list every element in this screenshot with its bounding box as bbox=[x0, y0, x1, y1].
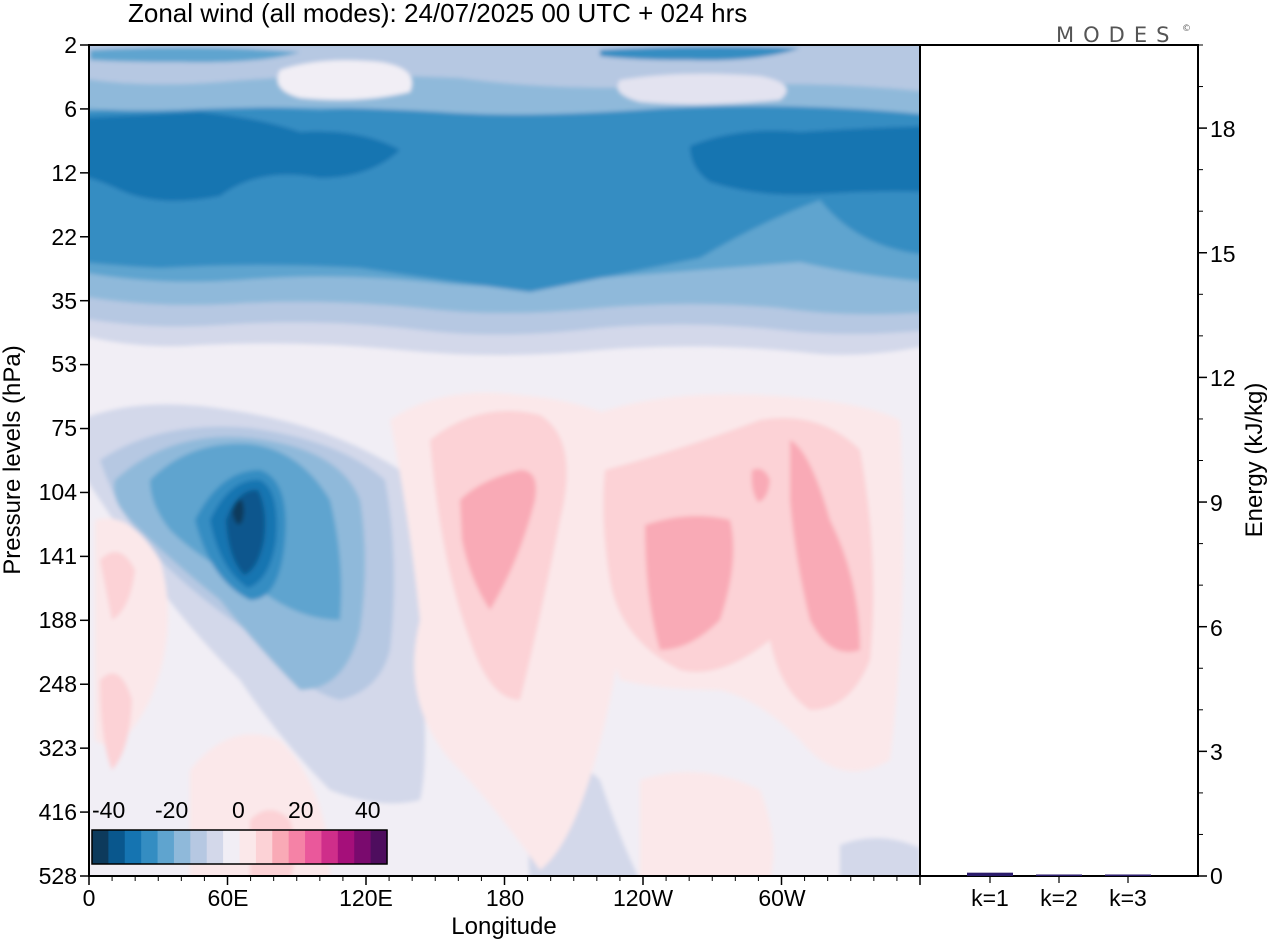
colorbar-tick: 0 bbox=[232, 797, 245, 823]
colorbar-swatch bbox=[255, 830, 273, 864]
y-tick-labels: 2 6 12 22 35 53 75 104 141 188 248 323 4… bbox=[39, 32, 78, 889]
energy-y-tick-label: 12 bbox=[1210, 365, 1236, 391]
colorbar-swatch bbox=[321, 830, 339, 864]
energy-y-tick-label: 3 bbox=[1210, 739, 1223, 765]
y-tick-label: 141 bbox=[39, 543, 77, 569]
x-tick-label: 120W bbox=[613, 885, 673, 911]
colorbar-tick: 40 bbox=[355, 797, 381, 823]
y-tick-label: 53 bbox=[51, 351, 77, 377]
colorbar-swatch bbox=[337, 830, 355, 864]
colorbar-tick: -40 bbox=[92, 797, 125, 823]
y-tick-label: 2 bbox=[64, 32, 77, 58]
colorbar-swatch bbox=[223, 830, 241, 864]
chart-title: Zonal wind (all modes): 24/07/2025 00 UT… bbox=[128, 0, 747, 28]
energy-bar bbox=[1105, 874, 1151, 876]
y-tick-label: 12 bbox=[51, 160, 77, 186]
colorbar-swatch bbox=[206, 830, 224, 864]
colorbar-swatch bbox=[239, 830, 257, 864]
energy-bars bbox=[967, 872, 1151, 876]
colorbar bbox=[91, 829, 388, 865]
x-axis-label: Longitude bbox=[451, 913, 556, 940]
y-tick-label: 75 bbox=[51, 415, 77, 441]
x-tick-label: 60W bbox=[758, 885, 806, 911]
colorbar-swatch bbox=[173, 830, 191, 864]
energy-y-tick-label: 15 bbox=[1210, 241, 1236, 267]
colorbar-swatch bbox=[92, 830, 109, 864]
y-tick-label: 528 bbox=[39, 863, 77, 889]
colorbar-swatch bbox=[370, 830, 388, 864]
energy-bar bbox=[1036, 874, 1082, 876]
energy-y-tick-label: 6 bbox=[1210, 615, 1223, 641]
colorbar-swatch bbox=[124, 830, 142, 864]
y-tick-label: 104 bbox=[39, 479, 78, 505]
colorbar-swatch bbox=[190, 830, 208, 864]
x-tick-label: 60E bbox=[208, 885, 249, 911]
energy-category-label: k=1 bbox=[971, 885, 1009, 911]
y-tick-label: 188 bbox=[39, 607, 77, 633]
x-tick-label: 180 bbox=[486, 885, 524, 911]
colorbar-swatch bbox=[288, 830, 306, 864]
svg-text:©: © bbox=[1182, 24, 1191, 34]
x-tick-label: 0 bbox=[83, 885, 96, 911]
modes-logo: MODES © bbox=[1056, 23, 1191, 47]
energy-bar bbox=[967, 872, 1013, 876]
colorbar-swatch bbox=[157, 830, 175, 864]
colorbar-swatch bbox=[108, 830, 126, 864]
y-tick-label: 323 bbox=[39, 735, 77, 761]
colorbar-frame bbox=[91, 829, 388, 865]
energy-category-labels: k=1 k=2 k=3 bbox=[971, 885, 1147, 911]
y-axis-label: Pressure levels (hPa) bbox=[0, 345, 26, 574]
right-plot-frame bbox=[919, 44, 1199, 877]
energy-axis-label: Energy (kJ/kg) bbox=[1241, 383, 1268, 538]
x-tick-label: 120E bbox=[339, 885, 393, 911]
y-tick-label: 248 bbox=[39, 671, 77, 697]
colorbar-tick: -20 bbox=[155, 797, 188, 823]
y-tick-label: 6 bbox=[64, 96, 77, 122]
energy-category-label: k=2 bbox=[1040, 885, 1078, 911]
energy-y-tick-label: 0 bbox=[1210, 863, 1223, 889]
y-tick-label: 35 bbox=[51, 288, 77, 314]
energy-category-label: k=3 bbox=[1109, 885, 1147, 911]
axis-ticks bbox=[80, 44, 1207, 885]
wind-field bbox=[89, 45, 920, 876]
colorbar-swatch bbox=[272, 830, 290, 864]
x-tick-labels: 0 60E 120E 180 120W 60W bbox=[83, 885, 806, 911]
energy-y-tick-labels: 0 3 6 9 12 15 18 bbox=[1210, 116, 1236, 889]
colorbar-swatch bbox=[354, 830, 372, 864]
colorbar-swatch bbox=[141, 830, 159, 864]
colorbar-tick: 20 bbox=[288, 797, 314, 823]
y-tick-label: 22 bbox=[51, 224, 77, 250]
y-tick-label: 416 bbox=[39, 799, 77, 825]
colorbar-swatch bbox=[305, 830, 323, 864]
energy-y-tick-label: 9 bbox=[1210, 490, 1223, 516]
energy-y-tick-label: 18 bbox=[1210, 116, 1236, 142]
colorbar-ticks: -40 -20 0 20 40 bbox=[92, 797, 381, 823]
svg-text:MODES: MODES bbox=[1056, 23, 1178, 47]
